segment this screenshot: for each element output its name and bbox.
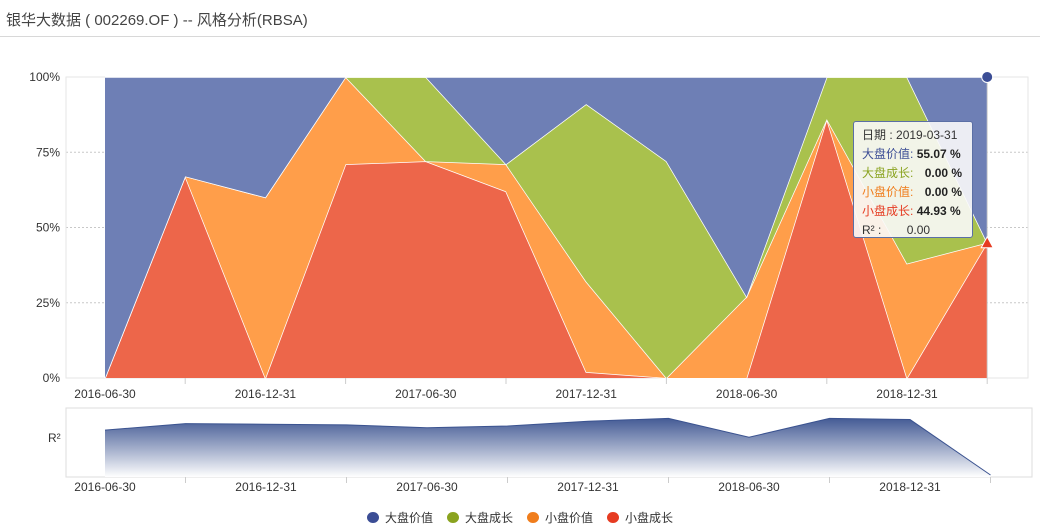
page-header: 银华大数据 ( 002269.OF ) -- 风格分析(RBSA) [0,0,1040,37]
x-tick-label: 2016-12-31 [235,387,297,401]
y-tick-label: 25% [36,296,60,310]
navigator-fill [105,418,991,477]
y-tick-label: 0% [43,371,61,385]
style-analysis-chart: 2016-06-30 2016-12-31 2017-06-30 2017-12-31… [29,70,1033,494]
legend-label: 大盘成长 [464,511,513,525]
marker-small-growth [980,235,995,249]
legend-item-small-value[interactable]: 小盘价值 [527,509,593,526]
tooltip-value: 0.00 [924,185,949,199]
navigator-x-axis: 2016-06-30 2016-12-31 2017-06-30 2017-12-31… [74,477,991,494]
legend-swatch-large-value [366,512,379,523]
area-large-growth [105,77,988,378]
legend-label: 大盘价值 [384,511,433,525]
tooltip-date-row: 日期 : 2019-03-31 [862,126,964,145]
tooltip-row-large-growth: 大盘成长: 0.00 % [862,164,964,183]
legend-label: 小盘价值 [545,511,594,525]
y-tick-label: 75% [36,145,60,159]
tooltip-date: 2019-03-31 [896,128,958,142]
tooltip-value: 44.93 [916,204,947,218]
tooltip-unit: % [948,185,963,199]
tooltip-r2-label: R² : [862,223,882,237]
tooltip-unit: % [946,147,961,161]
tooltip-label: 大盘价值: [862,147,914,161]
legend-item-large-growth[interactable]: 大盘成长 [446,509,513,526]
navigator-line [104,417,991,476]
chart-legend: 大盘价值 大盘成长 小盘价值 小盘成长 [0,508,1040,527]
area-large-value [105,77,988,378]
navigator-x-tick-label: 2018-06-30 [718,480,780,494]
legend-swatch-large-growth [446,512,459,523]
tooltip-unit: % [948,166,963,180]
x-tick-label: 2018-06-30 [716,387,778,401]
navigator-x-tick-label: 2017-12-31 [557,480,619,494]
navigator-x-tick-label: 2016-06-30 [74,480,136,494]
legend-swatch-small-value [527,512,539,523]
y-tick-label: 100% [29,70,60,84]
tooltip-label: 小盘成长: [862,204,914,218]
tooltip-row-small-growth: 小盘成长: 44.93 % [862,202,964,221]
x-tick-label: 2017-06-30 [395,387,457,401]
y-tick-label: 50% [36,221,60,235]
main-x-axis: 2016-06-30 2016-12-31 2017-06-30 2017-12-31… [74,378,988,401]
area-small-value [105,77,988,378]
tooltip-row-small-value: 小盘价值: 0.00 % [862,183,964,202]
main-y-axis: 100% 75% 50% 25% 0% [29,70,60,385]
navigator-x-tick-label: 2017-06-30 [396,480,458,494]
main-areas [104,75,988,381]
navigator-x-tick-label: 2016-12-31 [235,480,297,494]
x-tick-label: 2017-12-31 [556,387,618,401]
navigator-y-label: R² [48,431,61,445]
chart-tooltip: 日期 : 2019-03-31 大盘价值: 55.07 % 大盘成长: 0.00… [853,121,973,238]
hover-markers [980,71,995,378]
marker-large-value [981,71,994,83]
legend-label: 小盘成长 [625,511,674,525]
tooltip-unit: % [946,204,961,218]
x-tick-label: 2016-06-30 [74,387,136,401]
tooltip-row-large-value: 大盘价值: 55.07 % [862,145,964,164]
tooltip-r2-value: 0.00 [906,223,931,237]
tooltip-label: 大盘成长: [862,166,914,180]
tooltip-value: 0.00 [924,166,949,180]
legend-item-large-value[interactable]: 大盘价值 [366,509,433,526]
tooltip-label: 小盘价值: [862,185,914,199]
navigator-x-tick-label: 2018-12-31 [879,480,941,494]
tooltip-date-label: 日期 : [862,128,897,142]
tooltip-r2-row: R² : 0.00 [862,221,964,240]
legend-swatch-small-growth [607,512,620,523]
navigator-area [104,417,991,477]
tooltip-value: 55.07 [916,147,947,161]
page-title: 银华大数据 ( 002269.OF ) -- 风格分析(RBSA) [6,12,308,29]
x-tick-label: 2018-12-31 [876,387,938,401]
legend-item-small-growth[interactable]: 小盘成长 [607,509,673,526]
